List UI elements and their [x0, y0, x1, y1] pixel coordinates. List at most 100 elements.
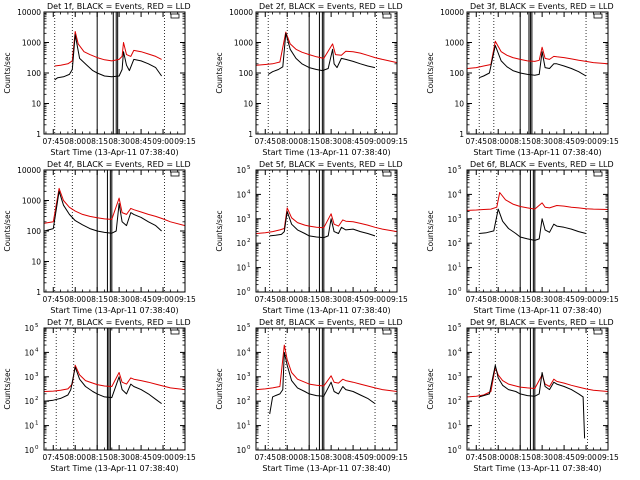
corner-box-marker: [382, 13, 392, 19]
corner-box-marker: [382, 171, 392, 177]
lld-series-line: [256, 344, 398, 392]
plot-frame: [255, 11, 398, 135]
x-tick-label: 07:45: [465, 295, 487, 304]
lld-series-line: [256, 31, 398, 66]
x-tick-label: 09:00: [152, 137, 174, 146]
corner-box-marker: [170, 171, 180, 177]
panel-title: Det 3f, BLACK = Events, RED = LLD: [470, 2, 614, 11]
x-tick-label: 07:45: [42, 453, 64, 462]
lld-series-line: [467, 366, 609, 398]
x-tick-label: 08:15: [298, 137, 320, 146]
x-tick-label: 08:00: [487, 137, 509, 146]
y-tick-exponent: 4: [458, 189, 462, 195]
x-tick-label: 08:15: [509, 295, 531, 304]
y-tick-label: 10: [447, 215, 457, 224]
x-tick-label: 09:15: [597, 453, 619, 462]
detector-panel-5: Det 5f, BLACK = Events, RED = LLD Counts/…: [215, 160, 408, 315]
y-tick-exponent: 2: [458, 238, 462, 244]
y-tick-label: 10000: [17, 166, 41, 175]
y-tick-label: 1000: [22, 197, 41, 206]
y-tick-label: 100: [27, 69, 42, 78]
y-tick-label: 10000: [440, 8, 464, 17]
corner-box-marker: [382, 329, 392, 335]
y-tick-label: 10: [454, 100, 464, 109]
detector-panel-7: Det 7f, BLACK = Events, RED = LLD Counts/…: [3, 318, 196, 473]
y-tick-exponent: 4: [247, 189, 251, 195]
y-tick-label: 1: [459, 130, 464, 139]
y-tick-label: 10: [236, 348, 246, 357]
y-tick-label: 1000: [445, 39, 464, 48]
events-series-line: [269, 211, 376, 239]
x-tick-label: 08:15: [86, 295, 108, 304]
y-tick-exponent: 3: [458, 372, 462, 378]
y-axis-label: Counts/sec: [215, 52, 224, 93]
events-series-line: [44, 366, 162, 405]
panel-title: Det 9f, BLACK = Events, RED = LLD: [470, 318, 614, 327]
y-tick-label: 10: [236, 239, 246, 248]
y-tick-exponent: 5: [247, 323, 251, 329]
y-tick-label: 10: [236, 446, 246, 455]
detector-panel-8: Det 8f, BLACK = Events, RED = LLD Counts/…: [215, 318, 408, 473]
y-tick-label: 10: [447, 373, 457, 382]
x-tick-label: 08:00: [276, 137, 298, 146]
lld-series-line: [44, 187, 186, 227]
x-tick-label: 08:30: [320, 453, 342, 462]
y-tick-label: 10: [447, 397, 457, 406]
x-tick-label: 08:30: [531, 453, 553, 462]
x-tick-label: 08:30: [108, 137, 130, 146]
x-tick-label: 09:00: [575, 453, 597, 462]
x-tick-label: 07:45: [42, 295, 64, 304]
x-tick-label: 08:15: [298, 453, 320, 462]
x-tick-label: 07:45: [254, 137, 276, 146]
x-tick-label: 08:30: [320, 137, 342, 146]
y-tick-exponent: 1: [35, 421, 39, 427]
x-tick-label: 08:00: [487, 295, 509, 304]
x-tick-label: 09:00: [364, 295, 386, 304]
y-tick-label: 100: [239, 69, 254, 78]
x-tick-label: 08:15: [86, 137, 108, 146]
y-tick-exponent: 1: [458, 263, 462, 269]
x-axis-label: Start Time (13-Apr-11 07:38:40): [262, 148, 390, 157]
lld-series-line: [54, 31, 162, 67]
y-axis-label: Counts/sec: [3, 210, 12, 251]
y-tick-label: 10: [447, 324, 457, 333]
y-axis-label: Counts/sec: [426, 52, 435, 93]
y-tick-exponent: 2: [35, 396, 39, 402]
x-axis-label: Start Time (13-Apr-11 07:38:40): [262, 306, 390, 315]
x-axis-label: Start Time (13-Apr-11 07:38:40): [473, 148, 601, 157]
y-axis-label: Counts/sec: [426, 368, 435, 409]
events-series-line: [479, 45, 587, 79]
panel-title: Det 7f, BLACK = Events, RED = LLD: [47, 318, 191, 327]
y-tick-label: 1: [248, 130, 253, 139]
y-tick-label: 10: [24, 446, 34, 455]
x-axis-label: Start Time (13-Apr-11 07:38:40): [262, 464, 390, 473]
panel-title: Det 1f, BLACK = Events, RED = LLD: [47, 2, 191, 11]
events-series-line: [54, 34, 163, 81]
y-tick-label: 1: [36, 130, 41, 139]
y-tick-exponent: 5: [247, 165, 251, 171]
y-tick-label: 10: [236, 166, 246, 175]
x-tick-label: 09:15: [597, 295, 619, 304]
y-tick-exponent: 3: [35, 372, 39, 378]
x-tick-label: 07:45: [254, 295, 276, 304]
y-tick-label: 10: [236, 397, 246, 406]
x-tick-label: 08:45: [553, 453, 575, 462]
panel-title: Det 5f, BLACK = Events, RED = LLD: [259, 160, 403, 169]
corner-box-marker: [170, 13, 180, 19]
y-tick-label: 10: [447, 288, 457, 297]
x-tick-label: 09:15: [386, 295, 408, 304]
x-tick-label: 08:45: [553, 137, 575, 146]
y-tick-label: 10: [24, 397, 34, 406]
y-tick-exponent: 0: [247, 287, 251, 293]
y-tick-label: 100: [27, 227, 42, 236]
y-tick-exponent: 4: [458, 347, 462, 353]
y-tick-label: 10: [447, 264, 457, 273]
y-tick-exponent: 0: [35, 445, 39, 451]
x-tick-label: 09:00: [364, 137, 386, 146]
x-tick-label: 09:15: [386, 137, 408, 146]
x-tick-label: 08:45: [553, 295, 575, 304]
y-tick-label: 10000: [17, 8, 41, 17]
plot-frame: [255, 169, 398, 293]
x-tick-label: 08:45: [130, 453, 152, 462]
y-tick-label: 100: [450, 69, 465, 78]
